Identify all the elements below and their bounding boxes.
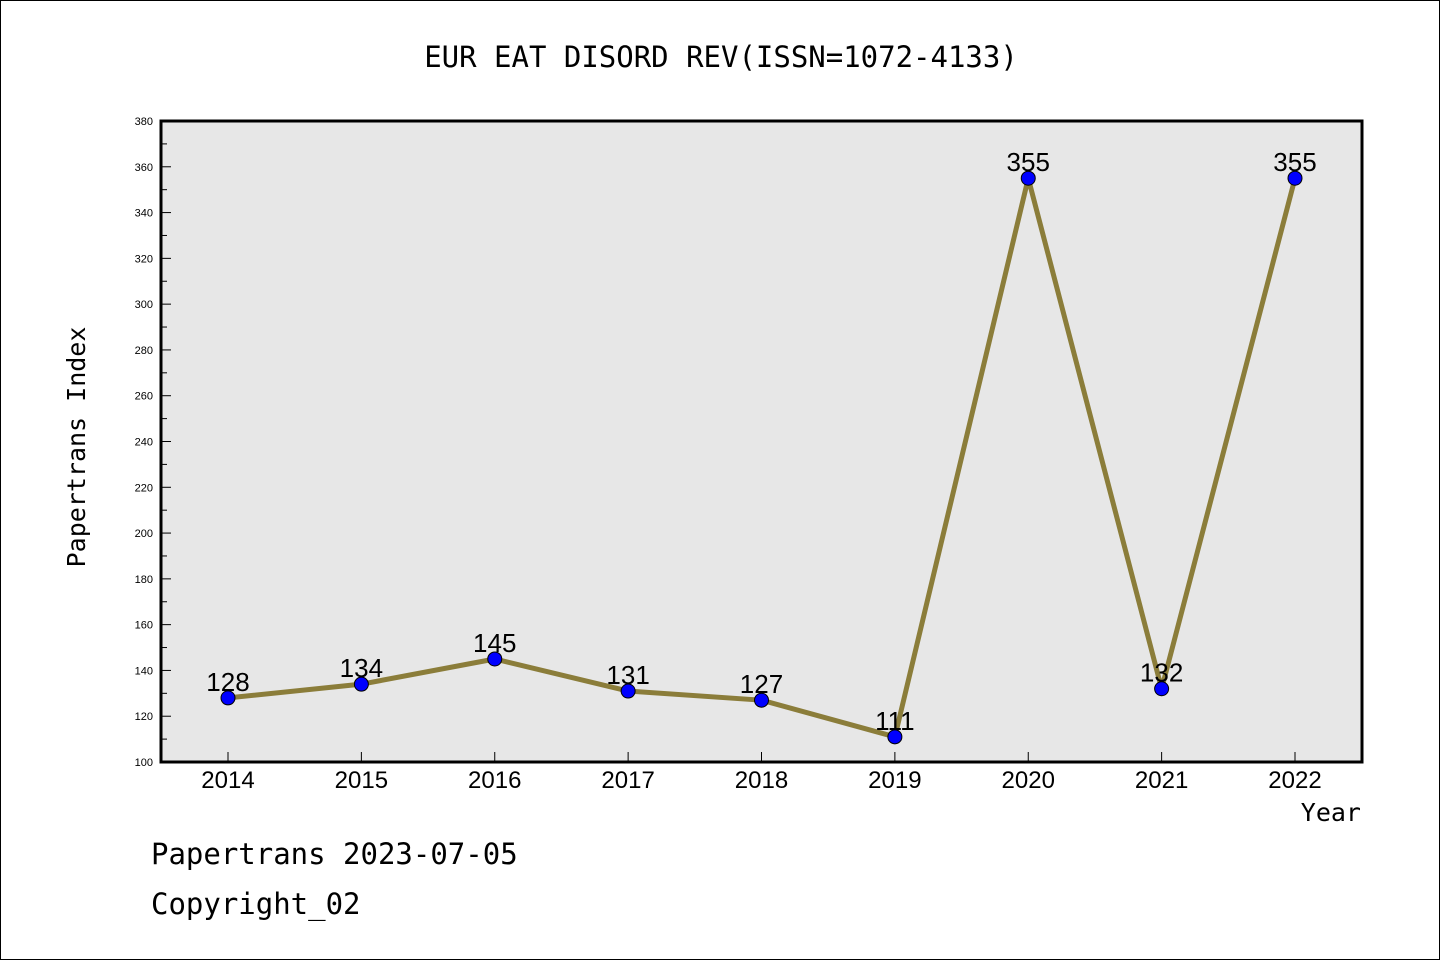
data-label: 355 xyxy=(1007,147,1050,177)
data-label: 128 xyxy=(206,667,249,697)
x-tick-label: 2014 xyxy=(201,767,254,794)
y-axis: 100 120 140 160 180 200 220 240 260 280 300 320 340 3… xyxy=(135,116,171,769)
data-label: 355 xyxy=(1273,147,1316,177)
y-tick-label: 140 xyxy=(135,665,153,677)
x-axis-label: Year xyxy=(1301,798,1361,827)
y-tick-label: 320 xyxy=(135,253,153,265)
x-tick-label: 2020 xyxy=(1002,767,1055,794)
y-tick-label: 240 xyxy=(135,437,153,449)
x-tick-label: 2019 xyxy=(868,767,921,794)
y-tick-label: 280 xyxy=(135,345,153,357)
y-tick-label: 180 xyxy=(135,574,153,586)
y-tick-label: 160 xyxy=(135,620,153,632)
data-label: 127 xyxy=(740,669,783,699)
x-axis: 2014 2015 2016 2017 2018 2019 2020 2021 2022 xyxy=(201,752,1322,794)
y-tick-label: 300 xyxy=(135,299,153,311)
x-tick-label: 2015 xyxy=(335,767,388,794)
data-point xyxy=(353,676,369,692)
footer-copyright-line: Copyright_02 xyxy=(151,887,361,921)
x-tick-label: 2022 xyxy=(1268,767,1321,794)
y-tick-label: 380 xyxy=(135,116,153,128)
data-point xyxy=(1287,170,1303,186)
data-labels: 128 134 145 131 127 111 355 132 355 xyxy=(206,147,1316,736)
y-axis-label: Papertrans Index xyxy=(62,327,91,568)
x-tick-label: 2016 xyxy=(468,767,521,794)
data-point xyxy=(887,729,903,745)
chart-title: EUR EAT DISORD REV(ISSN=1072-4133) xyxy=(424,40,1018,74)
footer-date-line: Papertrans 2023-07-05 xyxy=(151,837,518,871)
data-label: 131 xyxy=(606,660,649,690)
data-label: 145 xyxy=(473,628,516,658)
y-tick-label: 260 xyxy=(135,391,153,403)
data-point xyxy=(1154,681,1170,697)
x-tick-label: 2017 xyxy=(601,767,654,794)
y-tick-label: 200 xyxy=(135,528,153,540)
plot-area xyxy=(159,119,1364,764)
data-point xyxy=(754,692,769,708)
y-tick-label: 220 xyxy=(135,482,153,494)
data-point xyxy=(620,683,636,699)
series-papertrans-index xyxy=(220,170,1303,745)
data-point xyxy=(487,651,503,667)
data-label: 111 xyxy=(875,706,915,736)
x-tick-label: 2018 xyxy=(735,767,788,794)
data-label: 134 xyxy=(340,653,383,683)
y-tick-label: 120 xyxy=(135,711,153,723)
y-tick-label: 100 xyxy=(135,757,153,769)
y-tick-label: 340 xyxy=(135,208,153,220)
x-tick-label: 2021 xyxy=(1135,767,1188,794)
data-point xyxy=(1020,170,1036,186)
data-label: 132 xyxy=(1140,658,1183,688)
y-tick-label: 360 xyxy=(135,162,153,174)
data-point xyxy=(220,690,236,706)
